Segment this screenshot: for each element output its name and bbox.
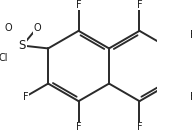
Text: S: S	[19, 39, 26, 52]
Text: F: F	[76, 0, 81, 10]
Text: F: F	[76, 122, 81, 132]
Text: O: O	[4, 23, 12, 33]
Text: Cl: Cl	[0, 53, 8, 63]
Text: F: F	[23, 92, 28, 102]
Text: F: F	[137, 122, 142, 132]
Text: F: F	[190, 92, 192, 102]
Text: F: F	[190, 30, 192, 40]
Text: F: F	[137, 0, 142, 10]
Text: O: O	[33, 23, 41, 33]
